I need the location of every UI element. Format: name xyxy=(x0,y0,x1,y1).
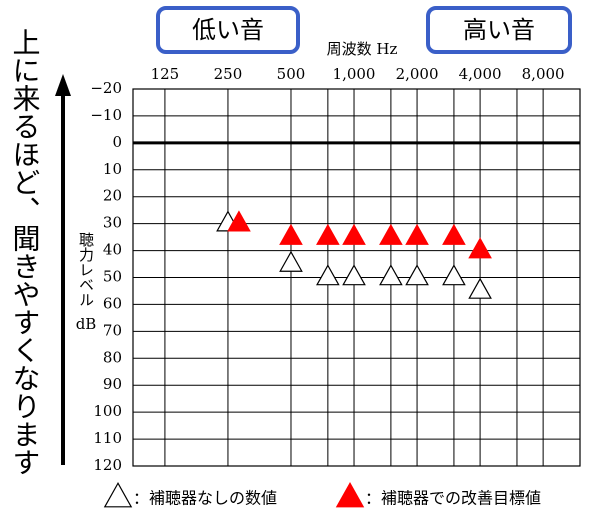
data-point xyxy=(279,250,303,272)
y-tick-label: 120 xyxy=(93,456,122,474)
side-note: 上に来るほど、聞きやすくなります xyxy=(9,28,42,476)
y-tick-label: 10 xyxy=(103,160,122,178)
y-tick-label: 0 xyxy=(112,133,122,151)
data-point xyxy=(442,223,466,245)
y-tick-label: 60 xyxy=(103,294,122,312)
x-tick-label: 250 xyxy=(214,65,243,83)
y-tick-label: 110 xyxy=(93,429,122,447)
y-tick-label: 70 xyxy=(103,321,122,339)
y-tick-label: 50 xyxy=(103,268,122,286)
legend-marker xyxy=(335,482,365,508)
y-tick-label: 100 xyxy=(93,402,122,420)
data-point xyxy=(468,277,492,299)
data-point xyxy=(442,264,466,286)
legend-label: ：補聴器なしの数値 xyxy=(133,489,277,508)
y-tick-label: −10 xyxy=(90,106,122,124)
y-tick-label: 40 xyxy=(103,241,122,259)
x-tick-label: 500 xyxy=(277,65,306,83)
data-point xyxy=(227,210,251,232)
legend-marker xyxy=(103,482,133,508)
annotation: 高い音 xyxy=(463,16,535,44)
y-tick-label: 80 xyxy=(103,348,122,366)
data-point xyxy=(405,264,429,286)
arrow-head xyxy=(55,74,71,96)
high-box xyxy=(426,6,572,54)
data-point xyxy=(279,223,303,245)
y-tick-label: 20 xyxy=(103,187,122,205)
annotation: 低い音 xyxy=(192,16,264,44)
data-point xyxy=(342,264,366,286)
y-tick-label: 90 xyxy=(103,375,122,393)
data-point xyxy=(316,223,340,245)
x-tick-label: 1,000 xyxy=(333,65,376,83)
y-tick-label: −20 xyxy=(90,79,122,97)
data-point xyxy=(405,223,429,245)
y-tick-label: 30 xyxy=(103,214,122,232)
data-point xyxy=(316,264,340,286)
data-point xyxy=(468,237,492,259)
legend-label: ：補聴器での改善目標値 xyxy=(365,489,541,508)
x-tick-label: 2,000 xyxy=(396,65,439,83)
low-box xyxy=(156,6,300,54)
data-point xyxy=(379,264,403,286)
x-tick-label: 4,000 xyxy=(459,65,502,83)
data-point xyxy=(342,223,366,245)
x-tick-label: 8,000 xyxy=(522,65,565,83)
data-point xyxy=(379,223,403,245)
x-axis-label: 周波数 Hz xyxy=(327,40,398,58)
x-tick-label: 125 xyxy=(151,65,180,83)
y-axis-label: 聴力レベル xyxy=(77,232,95,307)
y-axis-unit: dB xyxy=(76,315,97,333)
